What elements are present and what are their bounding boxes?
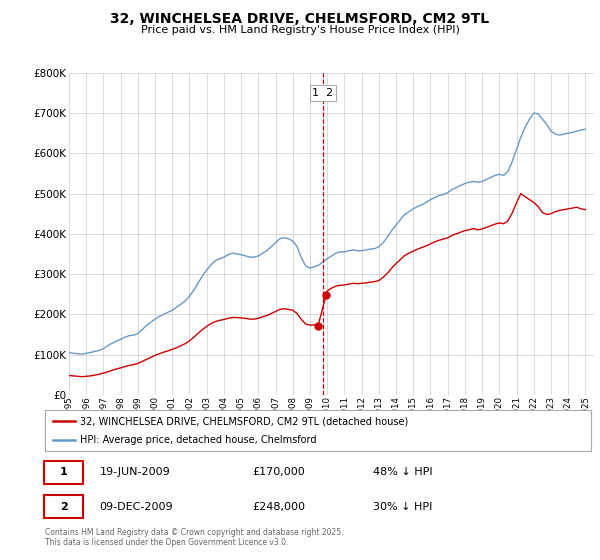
Text: 32, WINCHELSEA DRIVE, CHELMSFORD, CM2 9TL (detached house): 32, WINCHELSEA DRIVE, CHELMSFORD, CM2 9T…	[80, 417, 409, 426]
FancyBboxPatch shape	[44, 461, 83, 484]
Text: 2: 2	[59, 502, 67, 511]
Text: Contains HM Land Registry data © Crown copyright and database right 2025.
This d: Contains HM Land Registry data © Crown c…	[45, 528, 343, 547]
Text: Price paid vs. HM Land Registry's House Price Index (HPI): Price paid vs. HM Land Registry's House …	[140, 25, 460, 35]
Text: 1  2: 1 2	[313, 88, 334, 98]
FancyBboxPatch shape	[44, 495, 83, 518]
Text: £248,000: £248,000	[253, 502, 305, 511]
Text: 32, WINCHELSEA DRIVE, CHELMSFORD, CM2 9TL: 32, WINCHELSEA DRIVE, CHELMSFORD, CM2 9T…	[110, 12, 490, 26]
Text: £170,000: £170,000	[253, 468, 305, 477]
Text: 19-JUN-2009: 19-JUN-2009	[100, 468, 170, 477]
Text: 09-DEC-2009: 09-DEC-2009	[100, 502, 173, 511]
Text: 30% ↓ HPI: 30% ↓ HPI	[373, 502, 432, 511]
Text: 1: 1	[59, 468, 67, 477]
Text: 48% ↓ HPI: 48% ↓ HPI	[373, 468, 432, 477]
Text: HPI: Average price, detached house, Chelmsford: HPI: Average price, detached house, Chel…	[80, 435, 317, 445]
